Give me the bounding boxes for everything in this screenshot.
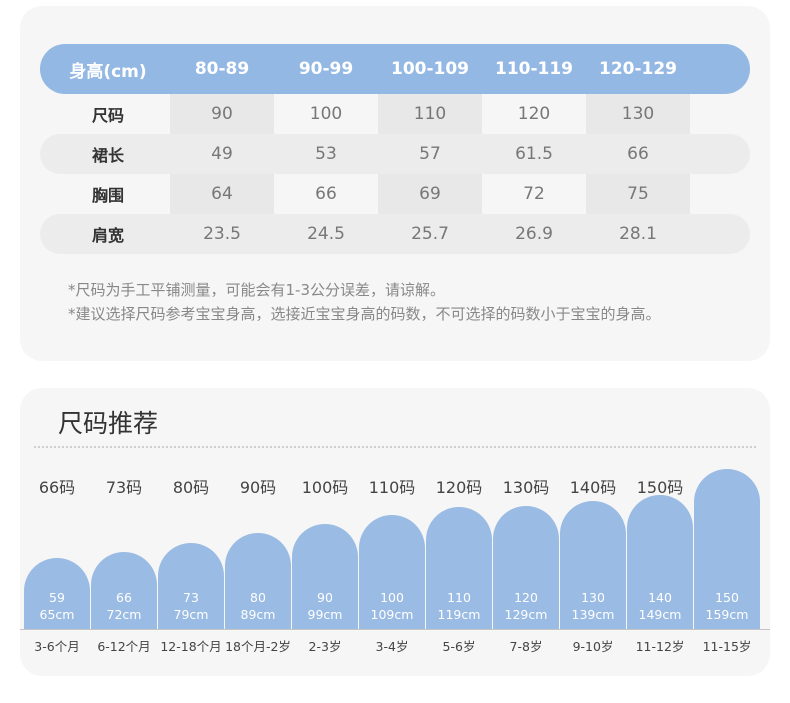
height-min: 120 — [514, 590, 538, 605]
size-table-card: 身高(cm) 80-89 90-99 100-109 110-119 120-1… — [20, 6, 770, 361]
height-min: 140 — [648, 590, 672, 605]
height-range-bar: 140 149cm — [627, 495, 693, 629]
note-line: *建议选择尺码参考宝宝身高，选接近宝宝身高的码数，不可选择的码数小于宝宝的身高。 — [68, 305, 661, 323]
table-cell: 25.7 — [411, 224, 449, 244]
age-label: 18个月-2岁 — [225, 639, 291, 654]
header-height-range: 120-129 — [598, 59, 678, 79]
table-cell: 57 — [419, 144, 441, 164]
size-label: 120码 — [435, 478, 483, 497]
size-label: 110码 — [368, 478, 416, 497]
header-height-range: 100-109 — [390, 59, 470, 79]
table-cell: 66 — [315, 184, 337, 204]
height-range-bar: 80 89cm — [225, 533, 291, 629]
table-cell: 26.9 — [515, 224, 553, 244]
height-range-bar: 90 99cm — [292, 524, 358, 629]
size-label: 90码 — [239, 478, 277, 497]
height-range-bar: 59 65cm — [24, 558, 90, 629]
age-label: 7-8岁 — [509, 639, 543, 654]
size-label: 73码 — [105, 478, 143, 497]
height-range-bar: 66 72cm — [91, 552, 157, 629]
table-cell: 120 — [517, 104, 551, 124]
table-row-chest: 胸围 64 66 69 72 75 — [40, 174, 750, 214]
table-cell: 66 — [627, 144, 649, 164]
age-label: 2-3岁 — [308, 639, 342, 654]
table-cell: 64 — [211, 184, 233, 204]
height-min: 80 — [250, 590, 266, 605]
height-max: 149cm — [638, 607, 682, 622]
height-max: 119cm — [437, 607, 481, 622]
height-min: 73 — [183, 590, 199, 605]
size-label: 80码 — [172, 478, 210, 497]
age-label: 11-12岁 — [635, 639, 685, 654]
table-cell: 53 — [315, 144, 337, 164]
section-title: 尺码推荐 — [58, 409, 159, 438]
row-label: 胸围 — [91, 186, 124, 205]
header-height-range: 80-89 — [194, 59, 250, 79]
row-label: 尺码 — [91, 106, 124, 125]
height-max: 139cm — [571, 607, 615, 622]
height-range-bar: 110 119cm — [426, 507, 492, 629]
height-range-bar: 100 109cm — [359, 515, 425, 629]
baseline-divider — [20, 629, 770, 630]
size-table-body: 尺码 90 100 110 120 130 裙长 49 53 57 61.5 6… — [40, 94, 750, 254]
height-max: 72cm — [106, 607, 142, 622]
height-max: 89cm — [240, 607, 276, 622]
size-recommendation-card: 尺码推荐 66码 59 65cm 3-6个月 73码 66 72cm 6-12个月 80码 73 7… — [20, 388, 770, 676]
table-cell: 28.1 — [619, 224, 657, 244]
size-table: 身高(cm) 80-89 90-99 100-109 110-119 120-1… — [40, 44, 750, 254]
height-min: 100 — [380, 590, 404, 605]
table-cell: 61.5 — [515, 144, 553, 164]
height-min: 59 — [49, 590, 65, 605]
height-min: 110 — [447, 590, 471, 605]
table-row-shoulder: 肩宽 23.5 24.5 25.7 26.9 28.1 — [40, 214, 750, 254]
height-min: 90 — [317, 590, 333, 605]
height-max: 129cm — [504, 607, 548, 622]
table-row-size: 尺码 90 100 110 120 130 — [40, 94, 750, 134]
height-min: 130 — [581, 590, 605, 605]
height-range-bar: 73 79cm — [158, 543, 224, 629]
age-label: 6-12个月 — [97, 639, 151, 654]
size-table-header: 身高(cm) 80-89 90-99 100-109 110-119 120-1… — [40, 44, 750, 94]
header-height-range: 110-119 — [494, 59, 574, 79]
height-max: 99cm — [307, 607, 343, 622]
table-cell: 110 — [413, 104, 447, 124]
measurement-notes: *尺码为手工平铺测量，可能会有1-3公分误差，请谅解。 *建议选择尺码参考宝宝身… — [68, 278, 661, 326]
age-label: 3-6个月 — [34, 639, 80, 654]
size-label: 66码 — [38, 478, 76, 497]
table-cell: 75 — [627, 184, 649, 204]
header-height-range: 90-99 — [298, 59, 354, 79]
height-max: 159cm — [705, 607, 749, 622]
height-max: 109cm — [370, 607, 414, 622]
size-label: 140码 — [569, 478, 617, 497]
table-cell: 72 — [523, 184, 545, 204]
age-label: 3-4岁 — [375, 639, 409, 654]
age-label: 12-18个月 — [160, 639, 222, 654]
table-cell: 90 — [211, 104, 233, 124]
header-label: 身高(cm) — [69, 61, 147, 82]
age-label: 9-10岁 — [572, 639, 614, 654]
row-label: 裙长 — [91, 146, 124, 165]
table-cell: 49 — [211, 144, 233, 164]
row-label: 肩宽 — [91, 226, 124, 245]
table-row-skirt-length: 裙长 49 53 57 61.5 66 — [40, 134, 750, 174]
height-min: 150 — [715, 590, 739, 605]
age-label: 11-15岁 — [702, 639, 752, 654]
table-cell: 69 — [419, 184, 441, 204]
age-label: 5-6岁 — [442, 639, 476, 654]
height-range-bar: 120 129cm — [493, 506, 559, 629]
table-cell: 24.5 — [307, 224, 345, 244]
size-label: 150码 — [636, 478, 684, 497]
height-max: 65cm — [39, 607, 75, 622]
size-label: 130码 — [502, 478, 550, 497]
height-range-bar: 130 139cm — [560, 501, 626, 629]
table-cell: 130 — [621, 104, 655, 124]
height-min: 66 — [116, 590, 132, 605]
dotted-divider — [34, 446, 756, 448]
size-label: 100码 — [301, 478, 349, 497]
note-line: *尺码为手工平铺测量，可能会有1-3公分误差，请谅解。 — [68, 281, 446, 299]
height-max: 79cm — [173, 607, 209, 622]
table-cell: 100 — [309, 104, 343, 124]
height-range-bar: 150 159cm — [694, 469, 760, 629]
table-cell: 23.5 — [203, 224, 241, 244]
